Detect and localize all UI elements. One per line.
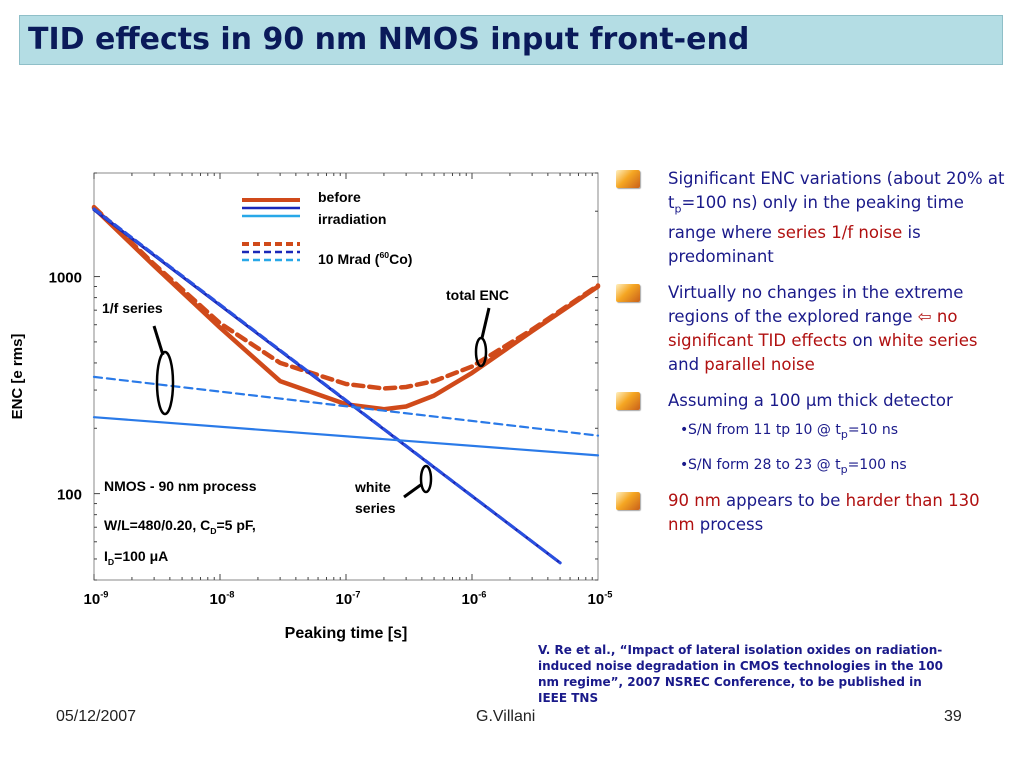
bullet-text-segment: =100 ns) only in the peaking time range … — [668, 193, 964, 243]
x-tick-label: 10-6 — [462, 590, 487, 608]
bullet-text-segment: Virtually no changes in the extreme regi… — [668, 283, 964, 327]
bullet-list: Significant ENC variations (about 20% at… — [616, 167, 1008, 549]
annotation-white-series-line1: white — [354, 479, 391, 495]
bullet-text-segment: is predominant — [668, 223, 921, 267]
bullet-item: 90 nm appears to be harder than 130 nm p… — [616, 489, 1008, 537]
bullet-text-segment: harder than 130 nm — [668, 490, 980, 534]
x-tick-label: 10-9 — [84, 590, 109, 608]
bullet-text-segment: =100 ns — [847, 457, 907, 474]
annotation-white-pointer — [403, 482, 423, 499]
bullet-text-segment: process — [694, 514, 764, 534]
x-tick-label: 10-5 — [588, 590, 613, 608]
legend-label-before-line2: irradiation — [318, 211, 386, 227]
bullet-square-icon — [616, 392, 640, 411]
footer-page: 39 — [944, 708, 962, 725]
1-f-series-before-line — [92, 416, 600, 457]
y-axis-label: ENC [e rms] — [9, 334, 26, 420]
subscript-text: p — [840, 462, 848, 476]
bullet-text-segment: no significant TID effects — [668, 307, 958, 351]
annotation-white-ellipse — [419, 464, 433, 494]
x-tick-label: 10-7 — [336, 590, 361, 608]
annotation-total-pointer — [480, 307, 491, 339]
x-tick-label: 10-8 — [210, 590, 235, 608]
bullet-text-segment: appears to be — [720, 490, 846, 510]
bullet-text-segment: =10 ns — [847, 422, 899, 439]
sub-bullet-item: • S/N from 11 tp 10 @ tp=10 ns — [616, 419, 1008, 446]
bullet-text-segment: S/N form 28 to 23 @ t — [688, 457, 841, 474]
bullet-item: Virtually no changes in the extreme regi… — [616, 281, 1008, 377]
footer-author: G.Villani — [476, 708, 536, 725]
annotation-total-ellipse — [474, 336, 488, 368]
bullet-item: Significant ENC variations (about 20% at… — [616, 167, 1008, 269]
bullet-text-segment: Assuming a 100 μm thick detector — [668, 391, 953, 411]
bullet-square-icon — [616, 170, 640, 188]
bullet-text-segment: on — [847, 331, 879, 351]
x-axis-label: Peaking time [s] — [285, 625, 408, 642]
bullet-text-segment: parallel noise — [704, 355, 815, 375]
legend-label-irradiated: 10 Mrad (60Co) — [318, 250, 412, 267]
subscript-text: p — [840, 428, 848, 442]
bullet-square-icon — [616, 284, 640, 303]
annotation-1f-series: 1/f series — [102, 300, 163, 316]
bullet-text-segment: S/N from 11 tp 10 @ t — [688, 422, 841, 439]
annotation-params-line2: ID=100 μA — [104, 548, 168, 567]
1-f-series-irradiated-line — [92, 375, 600, 437]
bullet-item: Assuming a 100 μm thick detector — [616, 389, 1008, 413]
annotation-white-series-line2: series — [355, 500, 396, 516]
annotation-1f-ellipse — [155, 350, 175, 416]
sub-bullet-dot-icon: • — [680, 422, 689, 439]
bullet-text-segment: 90 nm — [668, 490, 721, 510]
footer-date: 05/12/2007 — [56, 708, 137, 725]
annotation-total-enc: total ENC — [446, 287, 509, 303]
bullet-text-segment: white series — [878, 331, 978, 351]
bullet-square-icon — [616, 491, 640, 510]
sub-bullet-item: • S/N form 28 to 23 @ tp=100 ns — [616, 454, 1008, 481]
annotation-params-line1: W/L=480/0.20, CD=5 pF, — [104, 517, 256, 536]
title-bar: TID effects in 90 nm NMOS input front-en… — [19, 15, 1003, 65]
white-series-irradiated-line — [92, 207, 562, 565]
reference-citation: V. Re et al., “Impact of lateral isolati… — [538, 643, 943, 705]
bullet-text-segment: Significant ENC variations (about 20% at… — [668, 169, 1005, 212]
legend-label-before-line1: before — [318, 189, 361, 205]
total-enc-before-line — [91, 205, 601, 412]
bullet-text-segment: ⇦ — [917, 307, 932, 327]
slide-title: TID effects in 90 nm NMOS input front-en… — [28, 22, 750, 57]
y-tick-label: 1000 — [49, 270, 82, 287]
annotation-1f-pointer — [152, 325, 165, 356]
sub-bullet-dot-icon: • — [680, 457, 689, 474]
bullet-text-segment: and — [668, 355, 705, 375]
bullet-text-segment: series 1/f noise — [777, 223, 903, 243]
y-tick-label: 100 — [57, 487, 82, 504]
annotation-process: NMOS - 90 nm process — [104, 478, 257, 494]
total-enc-irradiated-line — [91, 204, 601, 391]
subscript-text: p — [674, 202, 682, 216]
